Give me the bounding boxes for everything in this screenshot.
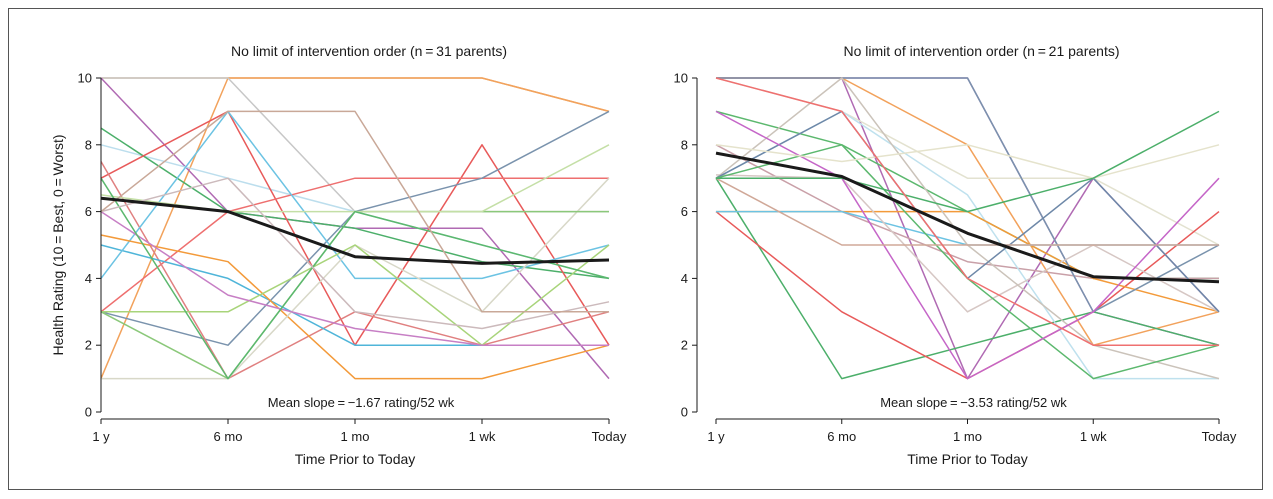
x-tick-label: 1 wk (1080, 429, 1107, 444)
y-tick-label: 8 (681, 137, 688, 152)
chart-canvas: No limit of intervention order (n = 31 p… (50, 43, 1237, 467)
x-tick-label: 1 y (92, 429, 110, 444)
y-tick-label: 6 (85, 204, 92, 219)
series-line-2 (100, 77, 610, 379)
x-tick-label: 6 mo (827, 429, 856, 444)
series-line-12 (100, 110, 610, 280)
x-tick-label: 1 mo (341, 429, 370, 444)
series-line-20 (100, 177, 610, 330)
y-tick-label: 2 (681, 338, 688, 353)
x-tick-label: 1 y (707, 429, 725, 444)
y-tick-label: 8 (85, 137, 92, 152)
series-line-11 (100, 244, 609, 346)
series-line-11 (716, 210, 1219, 246)
series-line-1 (101, 77, 610, 113)
series-line-7 (715, 211, 1220, 380)
y-tick-label: 0 (85, 405, 92, 420)
chart-panel-1: No limit of intervention order (n = 31 p… (50, 43, 627, 467)
series-line-21 (715, 77, 1219, 346)
y-tick-label: 0 (681, 405, 688, 420)
y-tick-label: 4 (681, 271, 688, 286)
x-tick-label: Today (592, 429, 627, 444)
series-line-4 (715, 77, 1220, 246)
x-tick-label: Today (1202, 429, 1237, 444)
panel-title: No limit of intervention order (n = 21 p… (843, 43, 1119, 59)
panel-title: No limit of intervention order (n = 31 p… (231, 43, 507, 59)
series-line-13 (100, 234, 610, 380)
y-tick-label: 10 (674, 71, 688, 86)
series-line-20 (716, 110, 1220, 213)
series-line-21 (100, 110, 609, 313)
series-line-19 (715, 177, 1219, 246)
series-line-1 (716, 77, 1220, 380)
mean-line (715, 151, 1220, 284)
mean-slope-annotation: Mean slope = −1.67 rating/52 wk (268, 395, 455, 410)
chart-panel-2: No limit of intervention order (n = 21 p… (674, 43, 1237, 467)
series-line-15 (101, 244, 610, 346)
figure-frame: No limit of intervention order (n = 31 p… (8, 8, 1263, 490)
series-line-6 (715, 177, 1220, 380)
series-line-14 (715, 77, 1220, 380)
x-axis-label: Time Prior to Today (907, 451, 1028, 467)
series-line-10 (100, 161, 610, 380)
x-tick-label: 1 wk (469, 429, 496, 444)
series-line-12 (716, 77, 1220, 313)
x-tick-label: 1 mo (953, 429, 982, 444)
y-tick-label: 10 (78, 71, 92, 86)
y-axis-label: Health Rating (10 = Best, 0 = Worst) (50, 134, 66, 355)
y-tick-label: 2 (85, 338, 92, 353)
mean-slope-annotation: Mean slope = −3.53 rating/52 wk (880, 395, 1067, 410)
y-tick-label: 4 (85, 271, 92, 286)
series-line-19 (100, 177, 610, 380)
series-line-18 (715, 144, 1220, 179)
mean-line (100, 196, 610, 265)
series-line-8 (100, 177, 609, 313)
x-axis-label: Time Prior to Today (295, 451, 416, 467)
y-tick-label: 6 (681, 204, 688, 219)
series-line-17 (100, 210, 609, 346)
series-line-16 (100, 210, 609, 380)
x-tick-label: 6 mo (214, 429, 243, 444)
